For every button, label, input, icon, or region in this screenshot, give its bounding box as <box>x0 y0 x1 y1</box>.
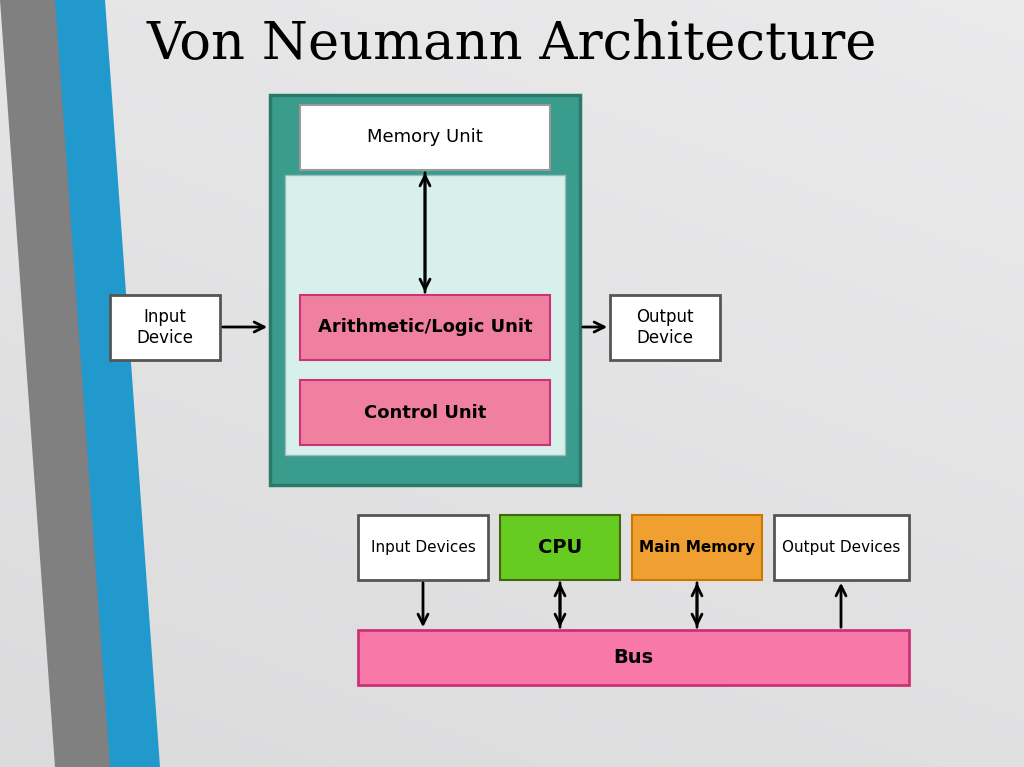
Polygon shape <box>0 0 140 767</box>
Bar <box>610 295 720 360</box>
Bar <box>300 295 550 360</box>
Text: Input Devices: Input Devices <box>371 540 475 555</box>
Text: Main Memory: Main Memory <box>639 540 755 555</box>
Text: Bus: Bus <box>613 648 653 667</box>
Bar <box>300 105 550 170</box>
Text: Output
Device: Output Device <box>636 308 693 347</box>
Bar <box>632 515 762 580</box>
Bar <box>358 630 909 685</box>
Bar <box>774 515 909 580</box>
Bar <box>358 515 488 580</box>
Text: Output Devices: Output Devices <box>782 540 901 555</box>
Bar <box>270 95 580 485</box>
Text: Control Unit: Control Unit <box>364 403 486 422</box>
Polygon shape <box>55 0 160 767</box>
Bar <box>110 295 220 360</box>
Text: Arithmetic/Logic Unit: Arithmetic/Logic Unit <box>317 318 532 337</box>
Text: Memory Unit: Memory Unit <box>368 129 483 146</box>
Text: CPU: CPU <box>538 538 582 557</box>
Text: Input
Device: Input Device <box>136 308 194 347</box>
Bar <box>300 380 550 445</box>
Bar <box>500 515 620 580</box>
Text: Central Processing Unit: Central Processing Unit <box>319 114 530 132</box>
Bar <box>285 175 565 455</box>
Text: Von Neumann Architecture: Von Neumann Architecture <box>146 19 878 71</box>
